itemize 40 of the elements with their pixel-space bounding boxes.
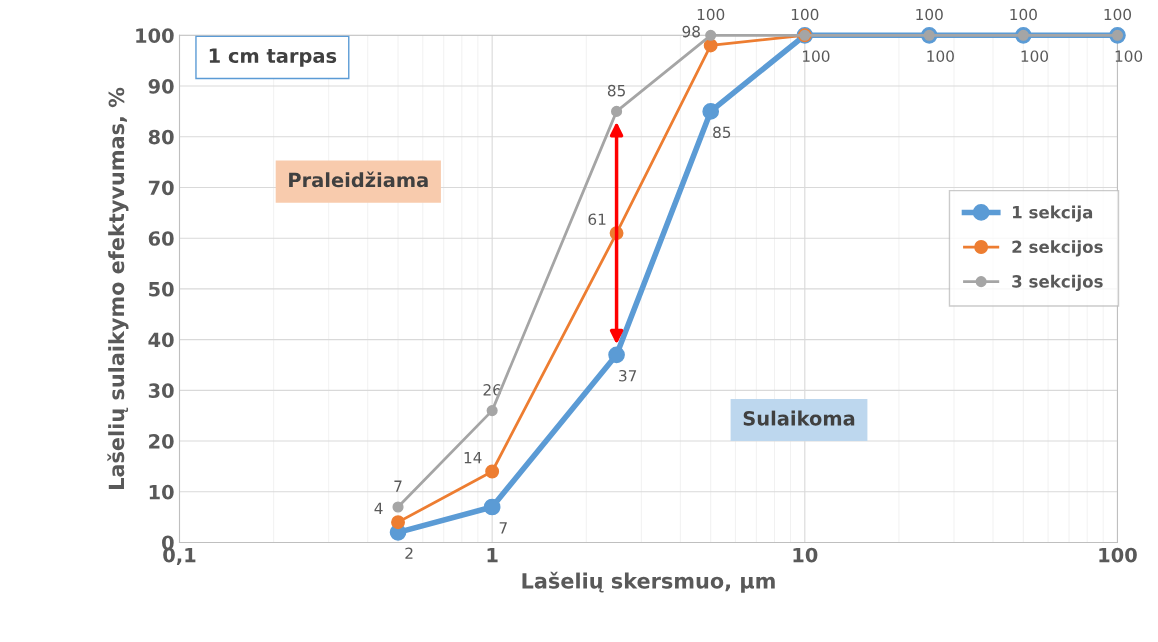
data-label: 100 [1021,50,1049,62]
data-label: 14 [464,452,482,464]
y-tick-label: 90 [148,78,174,94]
data-label: 61 [588,213,606,226]
data-label: 7 [394,480,402,492]
y-axis-title: Lašelių sulaikymo efektyvumas, % [107,87,129,489]
y-tick-label: 30 [148,383,174,398]
x-tick-label: 10 [793,547,818,563]
data-label: 100 [791,8,819,21]
data-label: 100 [803,50,830,62]
y-tick-label: 10 [149,484,174,500]
data-label: 100 [697,8,725,21]
data-label: 100 [1104,8,1132,21]
legend-label: 3 sekcijos [1012,274,1103,292]
data-label: 7 [499,522,507,534]
data-label: 98 [682,25,700,38]
y-tick-label: 80 [148,129,174,145]
annotation: 1 cm tarpas [209,48,337,67]
data-label: 85 [713,126,731,139]
data-label: 2 [405,547,413,559]
y-tick-label: 70 [148,180,174,196]
x-axis-title: Lašelių skersmuo, µm [522,571,775,593]
data-label: 37 [619,369,637,382]
annotation: Sulaikoma [743,410,855,426]
legend-label: 1 sekcija [1013,205,1093,222]
data-label: 100 [927,50,954,62]
data-label: 85 [607,84,625,97]
data-label: 4 [374,502,383,514]
x-tick-label: 100 [1099,547,1137,563]
data-label: 100 [916,8,943,21]
y-tick-label: 40 [148,332,174,348]
data-label: 100 [1115,50,1143,62]
data-label: 100 [1010,8,1037,21]
annotation: Praleidžiama [289,171,428,188]
legend-label: 2 sekcijos [1012,240,1103,257]
y-tick-label: 100 [136,28,174,43]
x-tick-label: 1 [487,547,498,563]
y-tick-label: 60 [148,231,174,246]
y-tick-label: 20 [149,434,174,449]
y-tick-label: 50 [149,281,174,297]
